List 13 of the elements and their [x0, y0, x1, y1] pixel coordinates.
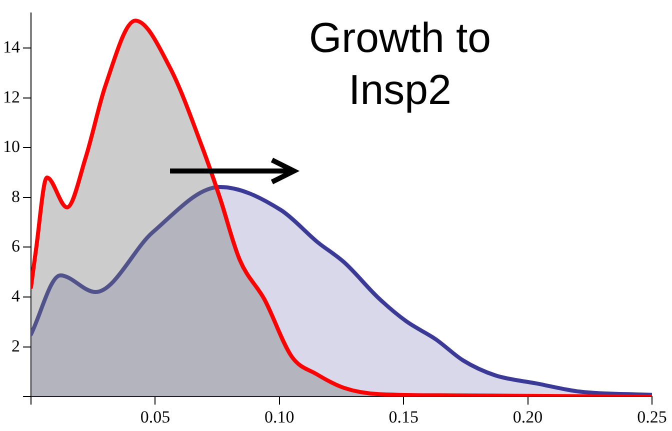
y-tick-label: 10	[3, 137, 20, 156]
y-tick-label: 4	[12, 286, 20, 306]
x-tick-label: 0.05	[140, 407, 170, 426]
y-tick-label: 2	[12, 336, 20, 356]
x-tick-label: 0.10	[264, 407, 294, 426]
y-tick-label: 8	[12, 186, 20, 206]
x-tick-label: 0.15	[388, 407, 418, 426]
y-tick-label: 12	[3, 87, 20, 106]
y-tick-label: 14	[3, 38, 20, 57]
annotation: Growth to Insp2	[308, 13, 492, 115]
x-tick-label: 0.25	[637, 407, 667, 426]
y-tick-label: 6	[12, 236, 20, 256]
x-tick-label: 0.20	[512, 407, 543, 426]
